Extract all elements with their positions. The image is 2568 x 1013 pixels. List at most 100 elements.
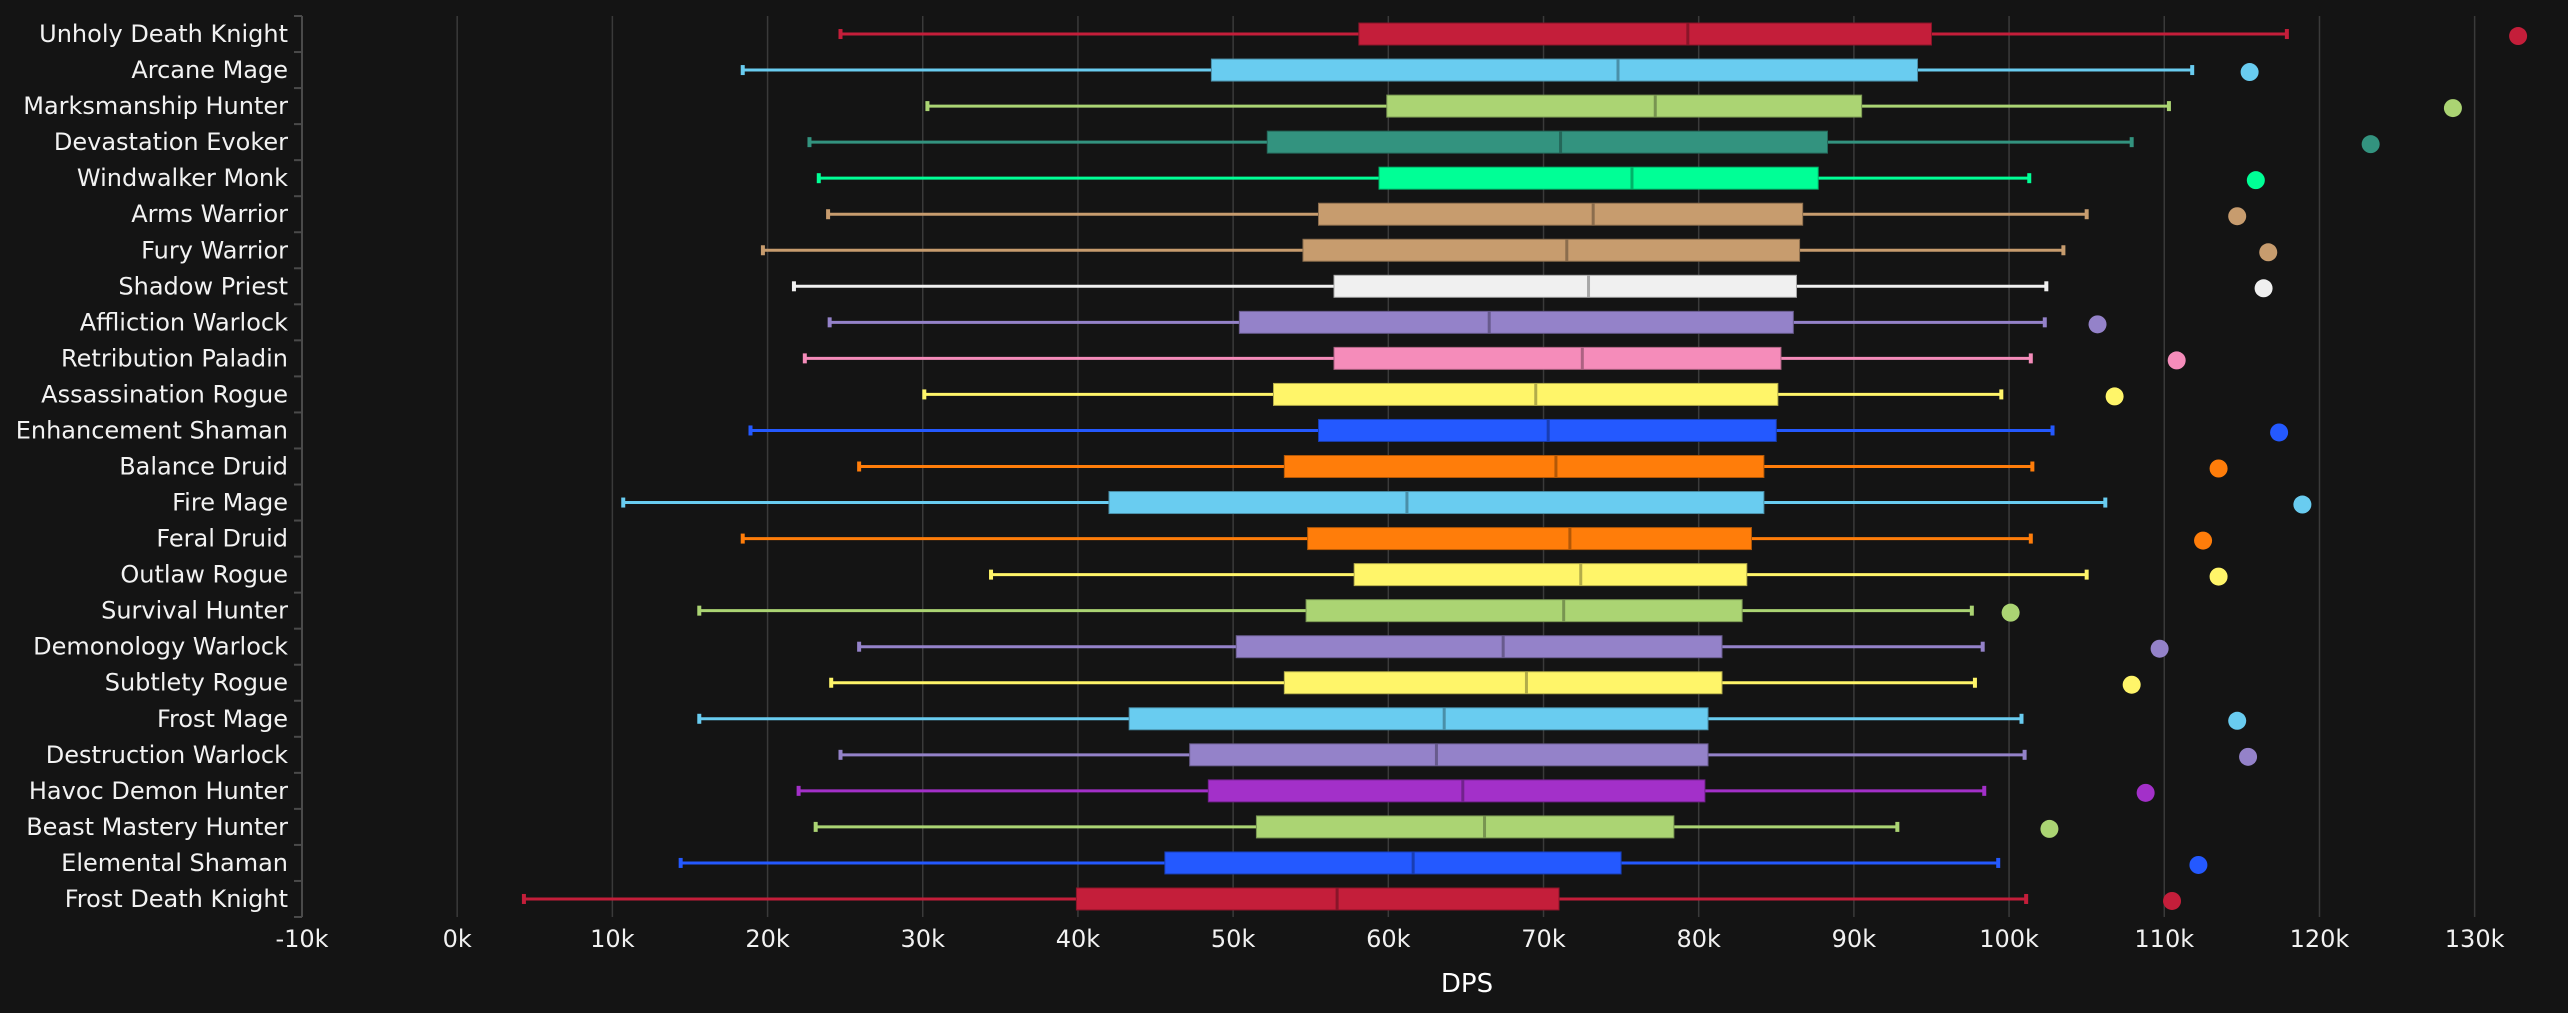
category-label: Frost Death Knight (65, 885, 288, 913)
x-tick-label: 10k (590, 925, 635, 953)
box-group (760, 238, 2278, 262)
iqr-box (1333, 346, 1782, 370)
outlier-point (2361, 135, 2380, 154)
outlier-point (2240, 63, 2259, 82)
iqr-box (1272, 382, 1779, 406)
box-group (829, 671, 2141, 695)
box-group (838, 22, 2528, 46)
category-label: Devastation Evoker (54, 128, 288, 156)
category-label: Destruction Warlock (46, 741, 288, 769)
iqr-box (1238, 310, 1794, 334)
x-tick-label: -10k (275, 925, 328, 953)
category-labels: Unholy Death Knight Arcane Mage Marksmansh… (16, 20, 288, 913)
outlier-point (2293, 495, 2312, 514)
iqr-box (1235, 635, 1723, 659)
category-label: Elemental Shaman (61, 849, 288, 877)
x-tick-label: 110k (2134, 925, 2194, 953)
box-group (827, 310, 2107, 334)
outlier-point (2088, 315, 2107, 334)
iqr-box (1302, 238, 1801, 262)
x-tick-label: 50k (1211, 925, 1256, 953)
box-group (922, 382, 2124, 406)
outlier-point (2228, 207, 2247, 226)
category-label: Shadow Priest (118, 272, 288, 300)
outlier-point (2209, 567, 2228, 586)
category-label: Frost Mage (157, 705, 288, 733)
box-group (697, 707, 2247, 731)
box-group (802, 346, 2186, 370)
outlier-point (2194, 531, 2213, 550)
box-group (740, 58, 2259, 82)
box-group (857, 455, 2228, 478)
category-label: Arcane Mage (131, 56, 288, 84)
box-group (678, 851, 2208, 875)
box-group (816, 166, 2265, 190)
outlier-point (2001, 603, 2020, 622)
x-tick-label: 120k (2290, 925, 2350, 953)
category-label: Demonology Warlock (33, 633, 288, 661)
box-group (748, 418, 2289, 442)
outlier-point (2270, 423, 2289, 442)
outlier-point (2209, 459, 2228, 478)
box-group (857, 635, 2169, 659)
iqr-box (1305, 599, 1743, 623)
y-axis (294, 15, 303, 918)
x-tick-label: 0k (443, 925, 472, 953)
x-tick-label: 60k (1366, 925, 1411, 953)
iqr-box (1317, 202, 1804, 226)
outlier-point (2509, 27, 2528, 46)
iqr-box (1255, 815, 1675, 839)
iqr-box (1353, 563, 1748, 587)
category-label: Survival Hunter (101, 597, 288, 625)
outlier-point (2228, 711, 2247, 730)
outlier-point (2259, 243, 2278, 262)
outlier-point (2122, 675, 2141, 694)
iqr-box (1307, 527, 1752, 551)
box-group (813, 815, 2059, 839)
category-label: Unholy Death Knight (39, 20, 288, 48)
category-label: Retribution Paladin (61, 344, 288, 372)
category-label: Windwalker Monk (77, 164, 288, 192)
outlier-point (2443, 99, 2462, 118)
outlier-point (2239, 747, 2258, 766)
x-tick-label: 100k (1979, 925, 2039, 953)
outlier-point (2254, 279, 2273, 298)
outlier-point (2167, 351, 2186, 370)
outlier-point (2163, 891, 2182, 910)
outlier-point (2105, 387, 2124, 406)
category-label: Assassination Rogue (41, 380, 288, 408)
category-label: Fire Mage (172, 489, 288, 517)
x-tick-labels: -10k 0k 10k 20k 30k 40k 50k 60k 70k 80k 90k 100k 110… (275, 925, 2504, 953)
iqr-box (1386, 94, 1863, 118)
x-tick-label: 30k (901, 925, 946, 953)
x-tick-label: 80k (1676, 925, 1721, 953)
outlier-point (2246, 171, 2265, 190)
box-group (796, 779, 2155, 803)
iqr-box (1333, 274, 1797, 298)
iqr-box (1207, 779, 1706, 803)
category-label: Subtlety Rogue (105, 669, 288, 697)
iqr-box (1164, 851, 1622, 875)
category-label: Havoc Demon Hunter (29, 777, 288, 805)
outlier-point (2136, 783, 2155, 802)
iqr-box (1075, 887, 1560, 911)
category-label: Enhancement Shaman (16, 416, 288, 444)
outlier-point (2040, 819, 2059, 838)
box-group (697, 599, 2020, 623)
category-label: Beast Mastery Hunter (26, 813, 288, 841)
category-label: Outlaw Rogue (120, 561, 288, 589)
box-group (791, 274, 2273, 298)
outlier-point (2150, 639, 2169, 658)
iqr-box (1266, 130, 1829, 154)
category-label: Fury Warrior (141, 236, 288, 264)
x-axis-title: DPS (1441, 969, 1493, 999)
iqr-box (1378, 166, 1819, 190)
iqr-box (1210, 58, 1919, 82)
box-group (807, 130, 2380, 154)
x-tick-label: 90k (1832, 925, 1877, 953)
category-label: Affliction Warlock (80, 308, 288, 336)
box-group (621, 491, 2312, 515)
x-tick-label: 70k (1521, 925, 1566, 953)
box-group (521, 887, 2182, 911)
